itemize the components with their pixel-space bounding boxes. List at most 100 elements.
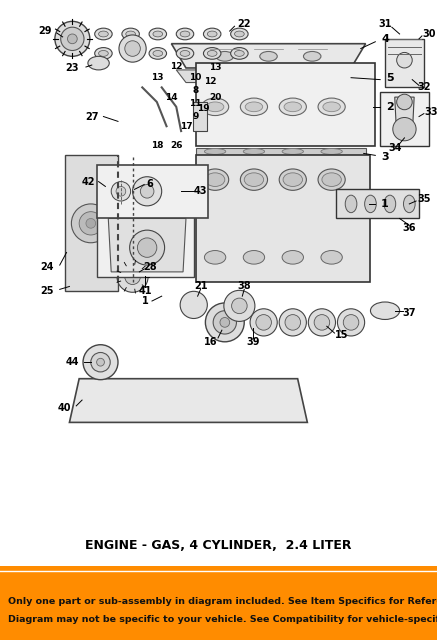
Text: 35: 35 [417,194,430,204]
Circle shape [67,34,77,44]
Text: 40: 40 [58,403,71,413]
Ellipse shape [318,98,345,116]
Text: 44: 44 [66,357,79,367]
Ellipse shape [204,28,221,40]
Circle shape [309,308,336,336]
Text: 1: 1 [381,199,389,209]
Text: 23: 23 [66,63,79,73]
Circle shape [83,345,118,380]
Text: 8: 8 [193,86,199,95]
Circle shape [213,311,236,334]
Ellipse shape [371,302,399,319]
Ellipse shape [318,169,345,190]
Text: 21: 21 [194,282,207,291]
Bar [97,214,194,276]
Ellipse shape [260,51,277,61]
Ellipse shape [206,102,224,111]
Circle shape [91,353,110,372]
Text: Only one part or sub-assembly in diagram included. See Item Specifics for Refere: Only one part or sub-assembly in diagram… [8,597,437,606]
Polygon shape [171,44,366,68]
Circle shape [220,317,230,327]
Text: 25: 25 [40,286,54,296]
Circle shape [140,184,154,198]
Ellipse shape [235,51,244,56]
Text: 5: 5 [386,73,394,83]
Text: 22: 22 [237,19,251,29]
Ellipse shape [95,28,112,40]
Text: 20: 20 [209,93,221,102]
Circle shape [285,315,301,330]
Text: 26: 26 [170,141,183,150]
Ellipse shape [345,195,357,212]
Text: 29: 29 [38,26,52,36]
Ellipse shape [122,28,139,40]
Ellipse shape [88,56,109,70]
Ellipse shape [283,173,302,186]
Ellipse shape [153,51,163,56]
Ellipse shape [126,51,135,56]
Text: 38: 38 [237,282,251,291]
Ellipse shape [282,250,303,264]
Bar [380,92,429,146]
Circle shape [125,41,140,56]
Text: 16: 16 [204,337,217,347]
Ellipse shape [384,195,396,212]
Bar [336,189,419,218]
Circle shape [397,94,412,109]
Text: ENGINE - GAS, 4 CYLINDER,  2.4 LITER: ENGINE - GAS, 4 CYLINDER, 2.4 LITER [85,540,351,552]
Ellipse shape [99,31,108,37]
Ellipse shape [205,250,226,264]
Text: 12: 12 [204,77,216,86]
Ellipse shape [176,47,194,60]
Polygon shape [65,156,118,291]
Ellipse shape [235,31,244,37]
Ellipse shape [322,173,341,186]
Ellipse shape [284,102,302,111]
Ellipse shape [205,173,225,186]
Circle shape [256,315,271,330]
Text: 12: 12 [170,61,183,70]
Ellipse shape [149,28,166,40]
Bar [385,39,424,88]
Circle shape [279,308,306,336]
Text: 24: 24 [40,262,54,272]
Ellipse shape [99,51,108,56]
Ellipse shape [243,250,265,264]
Text: 13: 13 [209,63,222,72]
Polygon shape [196,156,371,282]
Polygon shape [69,379,307,422]
Circle shape [61,27,84,51]
Text: 27: 27 [85,111,98,122]
Ellipse shape [403,195,415,212]
Circle shape [116,186,126,196]
Ellipse shape [321,148,342,154]
Ellipse shape [149,47,166,60]
Ellipse shape [243,148,265,154]
Circle shape [119,35,146,62]
Text: 43: 43 [194,186,207,196]
Ellipse shape [207,31,217,37]
Text: 39: 39 [246,337,260,347]
Polygon shape [395,97,414,136]
Text: 30: 30 [422,29,436,39]
Text: 13: 13 [151,73,163,82]
Text: 14: 14 [165,93,178,102]
Ellipse shape [201,169,229,190]
Circle shape [180,291,207,319]
Polygon shape [196,148,366,156]
Text: 4: 4 [381,34,389,44]
Circle shape [132,177,162,206]
Text: 6: 6 [147,179,153,189]
Ellipse shape [207,51,217,56]
Ellipse shape [153,31,163,37]
Text: 42: 42 [82,177,96,187]
Ellipse shape [364,195,376,212]
Bar [193,102,207,131]
Text: 31: 31 [378,19,392,29]
Text: 15: 15 [335,330,348,340]
Ellipse shape [231,28,248,40]
Text: 11: 11 [189,99,202,108]
Text: 9: 9 [192,112,199,121]
Circle shape [205,303,244,342]
Bar [385,39,424,88]
